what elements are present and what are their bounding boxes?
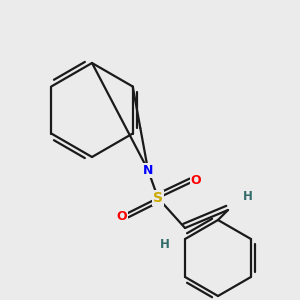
- Text: N: N: [143, 164, 153, 176]
- Text: S: S: [153, 191, 163, 205]
- Text: H: H: [160, 238, 170, 251]
- Text: H: H: [243, 190, 253, 203]
- Text: O: O: [117, 209, 127, 223]
- Text: O: O: [191, 173, 201, 187]
